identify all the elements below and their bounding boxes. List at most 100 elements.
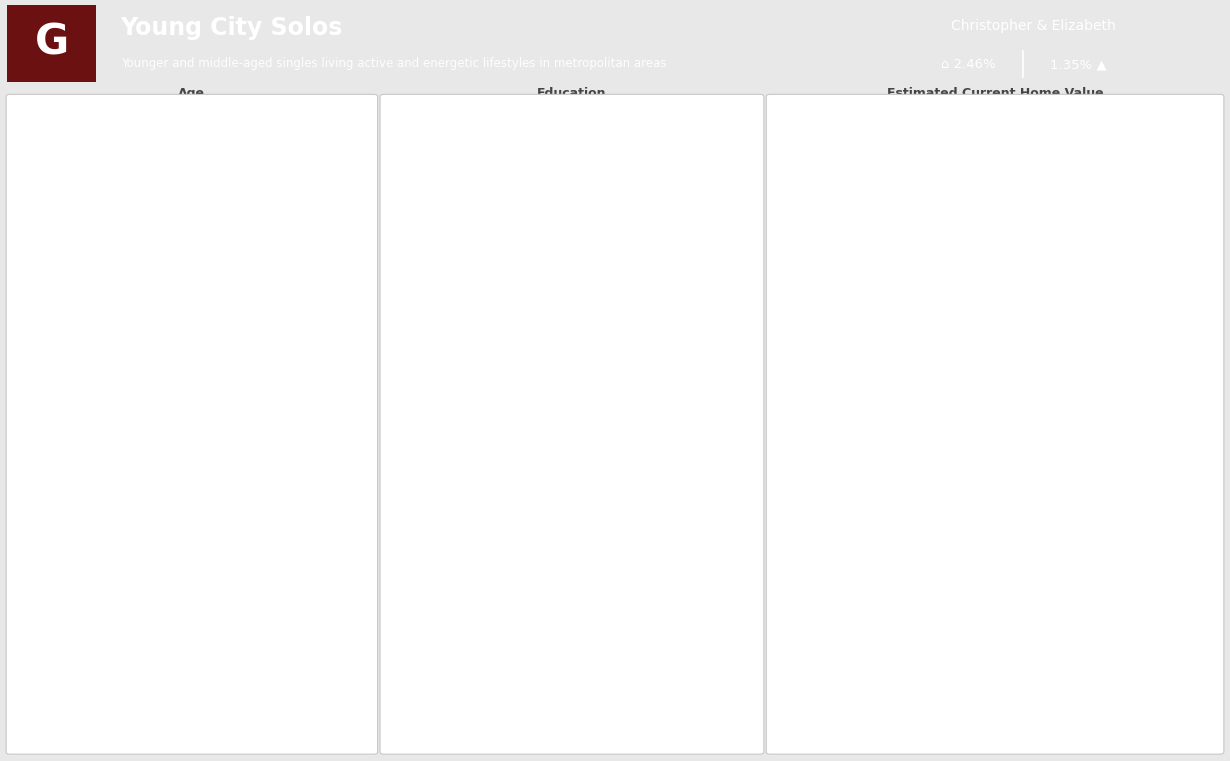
Text: 8-9 years: 8-9 years: [909, 608, 956, 618]
Text: 6.79%: 6.79%: [692, 323, 726, 333]
Text: 2.79%: 2.79%: [692, 605, 726, 615]
Bar: [164, 139, 267, 157]
Text: 10.03%: 10.03%: [1139, 457, 1177, 466]
Text: 8.55%: 8.55%: [1139, 608, 1171, 618]
Text: With kids: With kids: [162, 355, 221, 365]
Bar: [542, 721, 689, 740]
Bar: [961, 309, 1135, 327]
Text: 1.81%: 1.81%: [1139, 696, 1171, 707]
Text: Bachelor's degree: Bachelor's degree: [445, 203, 539, 213]
Text: $25,000-$34,999: $25,000-$34,999: [450, 321, 539, 334]
Text: 5.13%: 5.13%: [692, 295, 726, 304]
Text: Without kids: Without kids: [151, 501, 232, 511]
Bar: [961, 137, 1135, 154]
Bar: [542, 631, 649, 650]
Bar: [164, 684, 294, 705]
Bar: [542, 691, 589, 710]
Text: Married: Married: [121, 384, 160, 395]
Bar: [164, 410, 173, 428]
Bar: [961, 634, 1018, 652]
Bar: [961, 281, 1135, 298]
Bar: [961, 396, 1070, 413]
Bar: [542, 513, 551, 530]
Bar: [542, 263, 571, 281]
Text: 229: 229: [212, 724, 231, 734]
Text: 46-50 years: 46-50 years: [98, 232, 160, 242]
Bar: [961, 722, 1135, 740]
Bar: [961, 575, 1049, 593]
Text: 9.93%: 9.93%: [1139, 199, 1171, 209]
Bar: [961, 252, 1135, 269]
Text: 14.51%: 14.51%: [308, 531, 348, 541]
Bar: [961, 663, 978, 681]
Bar: [542, 319, 576, 336]
Text: 39.16%: 39.16%: [308, 655, 348, 665]
Bar: [164, 287, 170, 306]
Text: $100,000-$124,999: $100,000-$124,999: [438, 431, 539, 444]
Bar: [961, 166, 984, 183]
Bar: [542, 109, 557, 127]
Text: $50,000-$74,999: $50,000-$74,999: [450, 376, 539, 389]
Text: 18.59%: 18.59%: [308, 172, 348, 182]
Bar: [542, 109, 689, 127]
Bar: [961, 137, 972, 154]
Bar: [542, 199, 678, 218]
Text: $750,000+: $750,000+: [900, 457, 956, 466]
Text: Married: Married: [121, 531, 160, 541]
Text: 76+ years: 76+ years: [106, 321, 160, 331]
Bar: [961, 575, 1135, 593]
Text: 2.79%: 2.79%: [692, 726, 726, 736]
Bar: [164, 108, 305, 127]
Bar: [961, 108, 966, 126]
Text: 0.30%: 0.30%: [308, 321, 341, 331]
Bar: [164, 527, 220, 545]
Title: Age: Age: [178, 88, 205, 100]
Text: 20-24 years: 20-24 years: [897, 696, 956, 707]
Bar: [542, 319, 689, 336]
Text: 28.27%: 28.27%: [308, 202, 348, 212]
Bar: [961, 338, 1060, 356]
Bar: [961, 338, 1135, 356]
Bar: [961, 309, 1087, 327]
Bar: [164, 650, 293, 670]
Bar: [542, 457, 689, 474]
Text: 25+ years: 25+ years: [904, 726, 956, 736]
Bar: [542, 540, 689, 557]
Bar: [542, 513, 689, 530]
Bar: [542, 169, 689, 187]
Text: 39.41%: 39.41%: [308, 689, 348, 699]
Bar: [961, 194, 1135, 212]
Text: 31-35 years: 31-35 years: [98, 172, 160, 182]
Text: 3.37%: 3.37%: [692, 113, 726, 123]
Bar: [164, 317, 305, 336]
Text: 12.31%: 12.31%: [308, 232, 348, 242]
Bar: [961, 516, 1122, 534]
Text: 17.66%: 17.66%: [1139, 549, 1177, 559]
Title: Estimated Current Home Value: Estimated Current Home Value: [887, 88, 1103, 100]
Bar: [164, 469, 166, 486]
Bar: [961, 663, 1135, 681]
Bar: [961, 424, 1135, 442]
Text: 5.68%: 5.68%: [308, 384, 341, 395]
Bar: [164, 168, 246, 186]
Text: $100,000-$149,999: $100,000-$149,999: [857, 197, 956, 210]
Text: 2.61%: 2.61%: [1139, 667, 1171, 677]
Text: Christopher & Elizabeth: Christopher & Elizabeth: [951, 19, 1116, 33]
Text: 0-3 years: 0-3 years: [491, 605, 539, 615]
Bar: [961, 604, 1135, 622]
Text: ⌂ 2.46%: ⌂ 2.46%: [941, 59, 995, 72]
Text: 12.94%: 12.94%: [1139, 579, 1177, 589]
Text: 12.84%: 12.84%: [692, 433, 732, 443]
Text: 2.58%: 2.58%: [692, 572, 726, 581]
Bar: [542, 374, 678, 391]
Bar: [164, 198, 305, 216]
Bar: [164, 317, 165, 336]
Bar: [961, 252, 1050, 269]
Text: $75,000-$99,999: $75,000-$99,999: [450, 404, 539, 417]
Bar: [961, 223, 1054, 241]
Text: Unknown status: Unknown status: [76, 619, 160, 629]
Text: 15.49%: 15.49%: [692, 406, 732, 416]
Text: 0.96%: 0.96%: [692, 696, 726, 705]
Bar: [961, 108, 1135, 126]
Bar: [164, 469, 305, 486]
